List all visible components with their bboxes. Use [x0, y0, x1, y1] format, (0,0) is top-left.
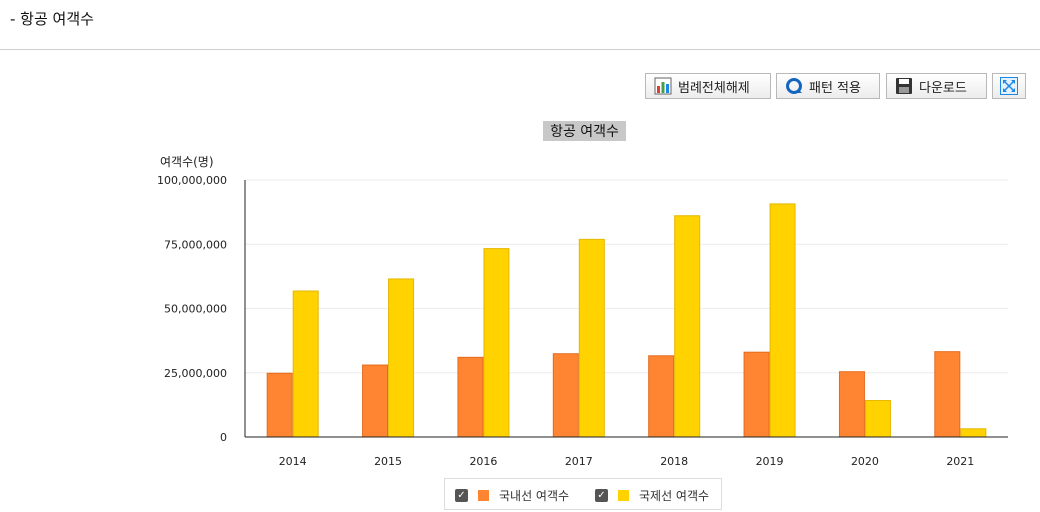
chart-title: 항공 여객수 [550, 124, 619, 140]
bar-international[interactable] [388, 278, 415, 438]
legend-item-international[interactable]: ✓ 국제선 여객수 [595, 487, 709, 504]
page-header: - 항공 여객수 [0, 0, 1040, 50]
legend-toggle-all-button[interactable]: 범례전체해제 [645, 73, 771, 99]
download-label: 다운로드 [919, 80, 967, 96]
bar-domestic[interactable] [552, 353, 579, 438]
y-tick-label: 25,000,000 [164, 367, 227, 380]
bar-domestic[interactable] [838, 371, 865, 438]
chart-legend: ✓ 국내선 여객수 ✓ 국제선 여객수 [444, 478, 722, 510]
legend-swatch-international [618, 490, 629, 501]
bar-domestic[interactable] [266, 372, 293, 438]
legend-swatch-domestic [478, 490, 489, 501]
expand-icon [1000, 77, 1018, 95]
fullscreen-button[interactable] [992, 73, 1026, 99]
checkbox-checked-icon[interactable]: ✓ [455, 489, 468, 502]
bar-domestic[interactable] [362, 364, 389, 438]
x-tick-label: 2014 [279, 455, 307, 468]
apply-pattern-button[interactable]: 패턴 적용 [776, 73, 880, 99]
y-tick-label: 75,000,000 [164, 238, 227, 251]
legend-label-domestic: 국내선 여객수 [499, 489, 570, 503]
bar-international[interactable] [674, 215, 701, 438]
download-button[interactable]: 다운로드 [886, 73, 987, 99]
bar-international[interactable] [483, 248, 510, 438]
bar-international[interactable] [864, 400, 891, 438]
bar-chart-icon [654, 77, 672, 95]
chart-toolbar: 범례전체해제 패턴 적용 다운로드 [0, 73, 1040, 101]
y-axis-label: 여객수(명) [160, 155, 214, 169]
refresh-icon [786, 78, 802, 94]
bar-domestic[interactable] [743, 351, 770, 438]
x-tick-label: 2018 [660, 455, 688, 468]
x-tick-label: 2016 [469, 455, 497, 468]
bar-international[interactable] [769, 203, 796, 438]
x-tick-label: 2021 [946, 455, 974, 468]
chart-title-background [543, 121, 626, 141]
x-tick-label: 2017 [565, 455, 593, 468]
bar-domestic[interactable] [934, 351, 961, 438]
floppy-disk-icon [896, 78, 912, 94]
bar-domestic[interactable] [457, 356, 484, 438]
y-tick-label: 100,000,000 [157, 174, 227, 187]
x-tick-label: 2015 [374, 455, 402, 468]
y-tick-label: 50,000,000 [164, 303, 227, 316]
legend-item-domestic[interactable]: ✓ 국내선 여객수 [455, 487, 569, 504]
bar-international[interactable] [292, 290, 319, 438]
page-title: - 항공 여객수 [10, 10, 94, 28]
y-tick-label: 0 [220, 431, 227, 444]
checkbox-checked-icon[interactable]: ✓ [595, 489, 608, 502]
x-tick-label: 2019 [756, 455, 784, 468]
legend-toggle-all-label: 범례전체해제 [678, 80, 750, 96]
bar-chart: 항공 여객수 여객수(명) 0 25,000,000 50,000,000 75,00… [157, 121, 1008, 468]
apply-pattern-label: 패턴 적용 [809, 80, 861, 96]
bar-domestic[interactable] [648, 355, 675, 438]
legend-label-international: 국제선 여객수 [639, 489, 710, 503]
x-tick-label: 2020 [851, 455, 879, 468]
bar-international[interactable] [960, 428, 987, 438]
bar-international[interactable] [578, 238, 605, 438]
